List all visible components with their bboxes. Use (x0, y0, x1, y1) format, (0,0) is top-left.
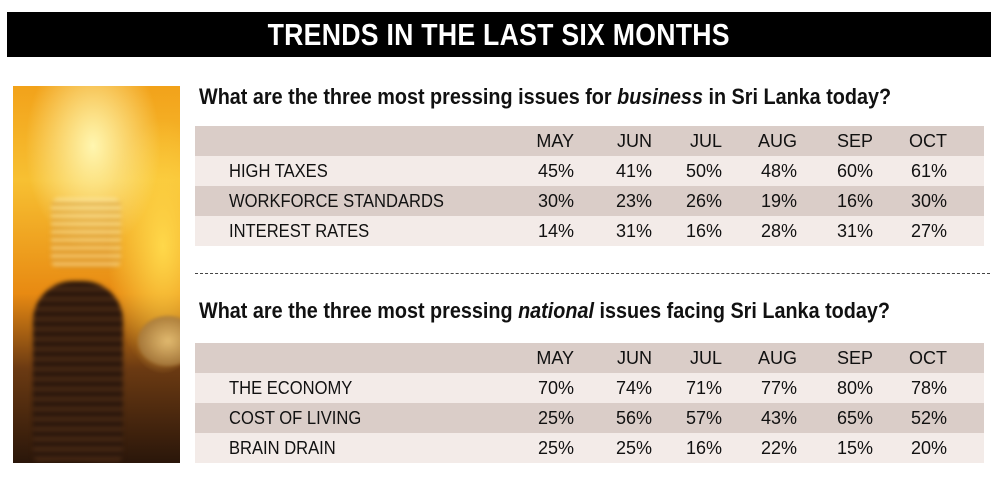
table-row: INTEREST RATES 14% 31% 16% 28% 31% 27% (195, 216, 984, 246)
table-cell: 30% (910, 190, 947, 211)
table-cell: 14% (537, 220, 574, 241)
table-cell: 31% (615, 220, 652, 241)
column-header: MAY (536, 347, 574, 368)
table-cell: 25% (615, 437, 652, 458)
coin-stack-front (33, 281, 123, 461)
question-text: What are the three most pressing issues … (199, 84, 618, 109)
row-label: HIGH TAXES (229, 160, 328, 181)
column-header: AUG (757, 347, 797, 368)
row-label: THE ECONOMY (229, 377, 353, 398)
table-cell: 26% (685, 190, 722, 211)
row-label: INTEREST RATES (229, 220, 370, 241)
table-cell: 16% (685, 437, 722, 458)
question-emphasis: business (617, 84, 703, 109)
table-cell: 65% (836, 407, 873, 428)
table-cell: 27% (910, 220, 947, 241)
coin-right (138, 316, 180, 366)
table-cell: 19% (760, 190, 797, 211)
question-text: issues facing Sri Lanka today? (593, 298, 890, 323)
table-cell: 22% (760, 437, 797, 458)
table-cell: 56% (615, 407, 652, 428)
table-cell: 80% (836, 377, 873, 398)
table-cell: 25% (537, 437, 574, 458)
table-cell: 77% (760, 377, 797, 398)
column-header: JUL (689, 347, 722, 368)
business-issues-table: MAY JUN JUL AUG SEP OCT HIGH TAXES 45% 4… (195, 126, 984, 246)
table-cell: 78% (910, 377, 947, 398)
row-label: WORKFORCE STANDARDS (229, 190, 444, 211)
table-cell: 70% (537, 377, 574, 398)
table-cell: 25% (537, 407, 574, 428)
dashed-divider (195, 273, 990, 274)
title-banner: TRENDS IN THE LAST SIX MONTHS (7, 12, 991, 57)
national-question: What are the three most pressing nationa… (199, 298, 890, 324)
question-text: What are the three most pressing (199, 298, 519, 323)
table-row: HIGH TAXES 45% 41% 50% 48% 60% 61% (195, 156, 984, 186)
national-issues-table: MAY JUN JUL AUG SEP OCT THE ECONOMY 70% … (195, 343, 984, 463)
table-cell: 28% (760, 220, 797, 241)
table-cell: 16% (685, 220, 722, 241)
flames-coins-photo (13, 86, 180, 463)
column-header: AUG (757, 130, 797, 151)
table-cell: 60% (836, 160, 873, 181)
column-header: OCT (909, 347, 947, 368)
page-title: TRENDS IN THE LAST SIX MONTHS (267, 16, 731, 52)
column-header: JUN (617, 347, 652, 368)
column-header: SEP (836, 130, 873, 151)
table-cell: 15% (836, 437, 873, 458)
table-cell: 71% (685, 377, 722, 398)
column-header: JUN (617, 130, 652, 151)
table-cell: 48% (760, 160, 797, 181)
table-header-row: MAY JUN JUL AUG SEP OCT (195, 343, 984, 373)
table-row: WORKFORCE STANDARDS 30% 23% 26% 19% 16% … (195, 186, 984, 216)
table-cell: 52% (910, 407, 947, 428)
row-label: BRAIN DRAIN (229, 437, 336, 458)
table-cell: 61% (910, 160, 947, 181)
table-cell: 45% (537, 160, 574, 181)
table-cell: 57% (685, 407, 722, 428)
table-cell: 31% (836, 220, 873, 241)
table-cell: 41% (615, 160, 652, 181)
table-cell: 20% (910, 437, 947, 458)
question-text: in Sri Lanka today? (702, 84, 892, 109)
table-cell: 23% (615, 190, 652, 211)
table-row: BRAIN DRAIN 25% 25% 16% 22% 15% 20% (195, 433, 984, 463)
column-header: MAY (536, 130, 574, 151)
question-emphasis: national (518, 298, 594, 323)
column-header: SEP (836, 347, 873, 368)
coin-stack-back (51, 198, 121, 268)
table-cell: 43% (760, 407, 797, 428)
table-cell: 74% (615, 377, 652, 398)
table-cell: 50% (685, 160, 722, 181)
table-row: THE ECONOMY 70% 74% 71% 77% 80% 78% (195, 373, 984, 403)
row-label: COST OF LIVING (229, 407, 362, 428)
table-header-row: MAY JUN JUL AUG SEP OCT (195, 126, 984, 156)
table-cell: 30% (537, 190, 574, 211)
column-header: OCT (909, 130, 947, 151)
column-header: JUL (689, 130, 722, 151)
table-cell: 16% (836, 190, 873, 211)
business-question: What are the three most pressing issues … (199, 84, 891, 110)
table-row: COST OF LIVING 25% 56% 57% 43% 65% 52% (195, 403, 984, 433)
